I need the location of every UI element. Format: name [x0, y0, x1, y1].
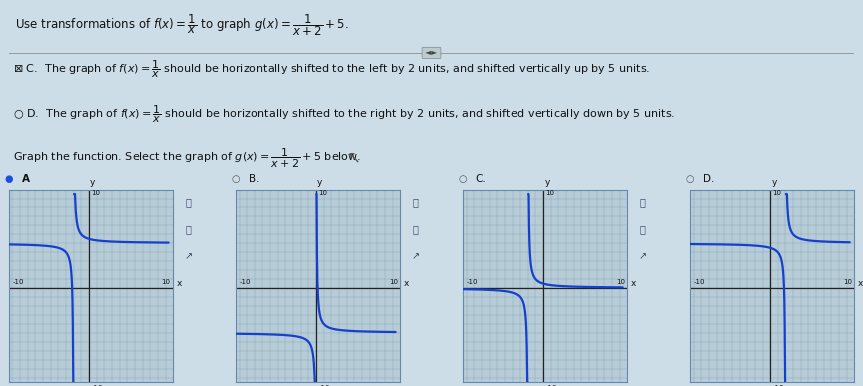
Text: 10: 10 — [616, 279, 625, 284]
Text: ↗: ↗ — [184, 251, 192, 261]
Text: -10: -10 — [772, 385, 784, 386]
Text: 🔍: 🔍 — [413, 197, 419, 207]
Text: ↗: ↗ — [639, 251, 646, 261]
Text: 🔍: 🔍 — [639, 224, 646, 234]
Text: ↖: ↖ — [347, 149, 361, 167]
Text: 🔍: 🔍 — [186, 224, 192, 234]
Text: ↗: ↗ — [412, 251, 419, 261]
Text: Graph the function. Select the graph of $g(x)=\dfrac{1}{x+2}+5$ below.: Graph the function. Select the graph of … — [13, 147, 361, 170]
Text: y: y — [772, 178, 777, 187]
Text: 10: 10 — [772, 190, 782, 196]
Text: 10: 10 — [388, 279, 398, 284]
Text: -10: -10 — [318, 385, 330, 386]
Text: 🔍: 🔍 — [413, 224, 419, 234]
Text: -10: -10 — [545, 385, 557, 386]
Text: 10: 10 — [545, 190, 554, 196]
Text: -10: -10 — [240, 279, 251, 284]
Text: 🔍: 🔍 — [186, 197, 192, 207]
Text: 10: 10 — [318, 190, 327, 196]
Text: ◄►: ◄► — [423, 48, 440, 58]
Text: ○: ○ — [685, 174, 694, 184]
Text: y: y — [90, 178, 96, 187]
Text: B.: B. — [249, 174, 259, 184]
Text: -10: -10 — [91, 385, 103, 386]
Text: y: y — [545, 178, 550, 187]
Text: 🔍: 🔍 — [639, 197, 646, 207]
Text: ○: ○ — [458, 174, 467, 184]
Text: $\bigcirc$ D.  The graph of $f(x)=\dfrac{1}{x}$ should be horizontally shifted t: $\bigcirc$ D. The graph of $f(x)=\dfrac{… — [13, 103, 675, 125]
Text: A: A — [22, 174, 29, 184]
Text: ○: ○ — [231, 174, 240, 184]
Text: x: x — [858, 279, 863, 288]
Text: Use transformations of $f(x)=\dfrac{1}{x}$ to graph $g(x)=\dfrac{1}{x+2}+5$.: Use transformations of $f(x)=\dfrac{1}{x… — [16, 13, 350, 39]
Text: ●: ● — [4, 174, 13, 184]
Text: D.: D. — [702, 174, 715, 184]
Text: -10: -10 — [694, 279, 705, 284]
Text: 10: 10 — [161, 279, 171, 284]
Text: x: x — [404, 279, 409, 288]
Text: 10: 10 — [843, 279, 852, 284]
Text: x: x — [177, 279, 182, 288]
Text: C.: C. — [476, 174, 487, 184]
Text: -10: -10 — [12, 279, 24, 284]
Text: -10: -10 — [467, 279, 478, 284]
Text: $\boxtimes$ C.  The graph of $f(x)=\dfrac{1}{x}$ should be horizontally shifted : $\boxtimes$ C. The graph of $f(x)=\dfrac… — [13, 59, 650, 80]
Text: y: y — [318, 178, 323, 187]
Text: 10: 10 — [91, 190, 100, 196]
Text: x: x — [631, 279, 637, 288]
